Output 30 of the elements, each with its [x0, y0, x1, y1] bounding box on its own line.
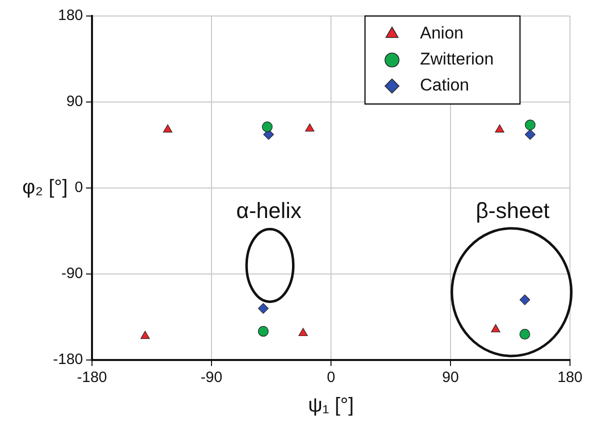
point — [520, 328, 530, 340]
legend-label: Anion — [420, 24, 464, 43]
annotation: α-helix — [236, 198, 302, 224]
x-tick-label: -90 — [200, 369, 222, 386]
x-tick-label: 90 — [442, 369, 459, 386]
x-axis-title: ψ₁ [°] — [308, 394, 354, 417]
point — [163, 124, 172, 133]
point — [495, 124, 504, 133]
y-tick-label: -90 — [61, 265, 84, 282]
point — [258, 326, 269, 337]
y-axis-title: φ₂ [°] — [22, 176, 68, 199]
y-tick-label: 0 — [74, 179, 84, 196]
point — [298, 328, 308, 336]
y-tick-label: -180 — [52, 351, 84, 368]
x-tick-label: 0 — [326, 369, 336, 386]
point — [520, 294, 530, 306]
y-tick-label: 180 — [58, 7, 84, 24]
annotation: β-sheet — [476, 198, 550, 224]
legend-label: Cation — [420, 76, 470, 95]
point — [305, 123, 314, 132]
y-tick-label: 90 — [66, 93, 84, 110]
x-tick-label: 180 — [557, 369, 583, 386]
x-tick-label: -180 — [77, 369, 108, 386]
point — [524, 129, 536, 140]
point — [524, 120, 536, 130]
legend-label: Zwitterion — [420, 50, 494, 69]
point — [258, 303, 269, 314]
point — [491, 324, 500, 332]
point — [140, 330, 150, 339]
point — [262, 122, 273, 132]
